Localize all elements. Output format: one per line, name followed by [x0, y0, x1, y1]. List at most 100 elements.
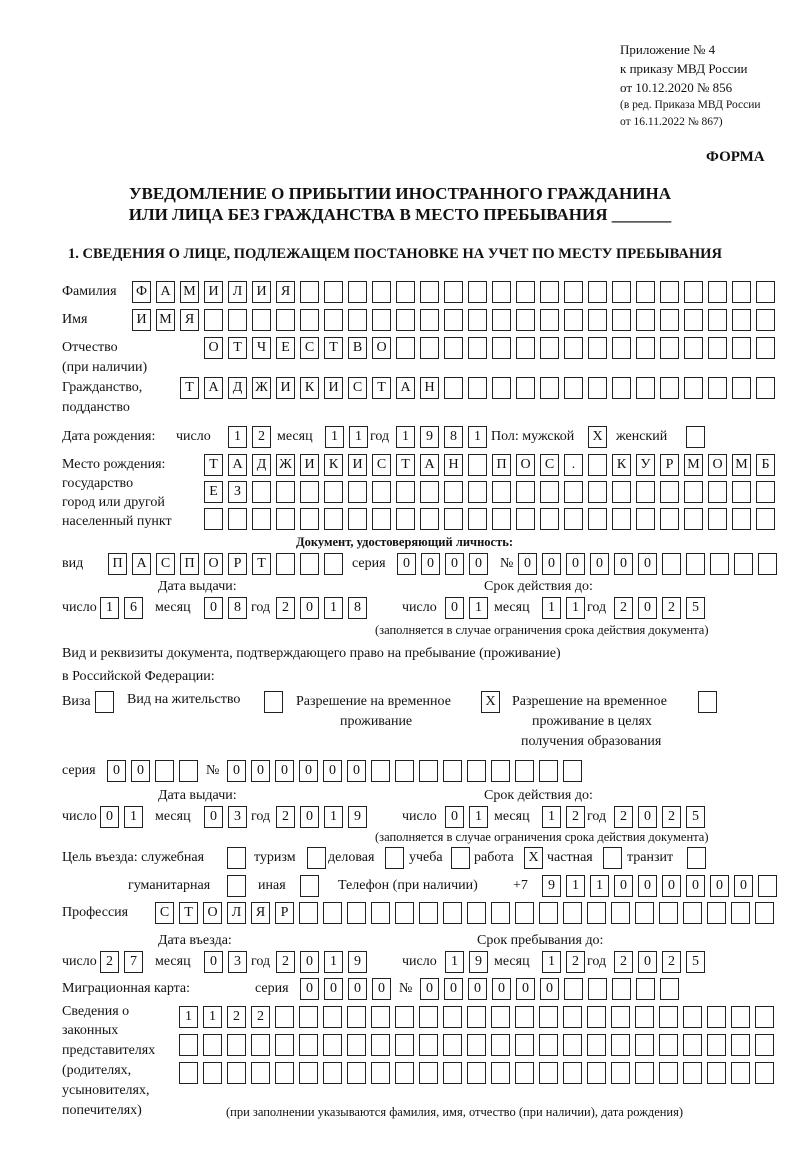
char-cell[interactable]: Т	[179, 902, 198, 924]
char-cell[interactable]	[636, 481, 655, 503]
char-cell[interactable]	[686, 553, 705, 575]
char-cell[interactable]: 1	[469, 806, 488, 828]
checkbox[interactable]: X	[588, 426, 607, 448]
char-cell[interactable]	[300, 281, 319, 303]
char-cell[interactable]: 0	[300, 951, 319, 973]
char-cell[interactable]: 0	[300, 806, 319, 828]
char-cell[interactable]	[659, 1034, 678, 1056]
char-cell[interactable]	[660, 281, 679, 303]
char-cell[interactable]: Б	[756, 454, 775, 476]
char-cell[interactable]	[756, 377, 775, 399]
char-cell[interactable]	[299, 1062, 318, 1084]
char-cell[interactable]: З	[228, 481, 247, 503]
char-cell[interactable]: 7	[124, 951, 143, 973]
char-cell[interactable]: 2	[276, 951, 295, 973]
char-cell[interactable]	[204, 309, 223, 331]
char-cell[interactable]	[396, 281, 415, 303]
char-cell[interactable]: 1	[349, 426, 368, 448]
char-cell[interactable]	[468, 337, 487, 359]
char-cell[interactable]	[419, 760, 438, 782]
char-cell[interactable]: 0	[638, 875, 657, 897]
char-cell[interactable]: Е	[204, 481, 223, 503]
char-cell[interactable]: 1	[124, 806, 143, 828]
char-cell[interactable]: О	[708, 454, 727, 476]
char-cell[interactable]: 0	[204, 806, 223, 828]
char-cell[interactable]	[540, 481, 559, 503]
char-cell[interactable]	[660, 377, 679, 399]
char-cell[interactable]	[734, 553, 753, 575]
char-cell[interactable]	[420, 309, 439, 331]
char-cell[interactable]	[659, 1006, 678, 1028]
char-cell[interactable]: В	[348, 337, 367, 359]
char-cell[interactable]	[588, 309, 607, 331]
char-cell[interactable]	[468, 377, 487, 399]
char-cell[interactable]	[443, 760, 462, 782]
char-cell[interactable]	[444, 281, 463, 303]
char-cell[interactable]: 0	[445, 553, 464, 575]
char-cell[interactable]: 0	[734, 875, 753, 897]
char-cell[interactable]: С	[155, 902, 174, 924]
char-cell[interactable]: 1	[179, 1006, 198, 1028]
char-cell[interactable]	[612, 309, 631, 331]
char-cell[interactable]	[758, 553, 777, 575]
char-cell[interactable]: 0	[372, 978, 391, 1000]
char-cell[interactable]: Ж	[276, 454, 295, 476]
char-cell[interactable]	[708, 337, 727, 359]
char-cell[interactable]	[372, 508, 391, 530]
checkbox[interactable]	[307, 847, 326, 869]
char-cell[interactable]	[228, 309, 247, 331]
char-cell[interactable]: 0	[397, 553, 416, 575]
char-cell[interactable]: 1	[468, 426, 487, 448]
char-cell[interactable]: П	[492, 454, 511, 476]
char-cell[interactable]: И	[132, 309, 151, 331]
char-cell[interactable]	[443, 1006, 462, 1028]
char-cell[interactable]: Л	[228, 281, 247, 303]
char-cell[interactable]	[564, 978, 583, 1000]
char-cell[interactable]	[467, 760, 486, 782]
char-cell[interactable]	[563, 1034, 582, 1056]
char-cell[interactable]: 1	[396, 426, 415, 448]
char-cell[interactable]	[348, 481, 367, 503]
char-cell[interactable]	[756, 481, 775, 503]
char-cell[interactable]	[708, 281, 727, 303]
char-cell[interactable]: 9	[348, 806, 367, 828]
char-cell[interactable]: 1	[100, 597, 119, 619]
char-cell[interactable]	[276, 508, 295, 530]
char-cell[interactable]	[708, 508, 727, 530]
char-cell[interactable]	[732, 337, 751, 359]
char-cell[interactable]	[300, 553, 319, 575]
char-cell[interactable]	[539, 1034, 558, 1056]
char-cell[interactable]: Т	[204, 454, 223, 476]
char-cell[interactable]	[708, 377, 727, 399]
char-cell[interactable]	[299, 1006, 318, 1028]
char-cell[interactable]	[468, 281, 487, 303]
char-cell[interactable]: И	[324, 377, 343, 399]
char-cell[interactable]: 1	[566, 875, 585, 897]
char-cell[interactable]	[732, 309, 751, 331]
char-cell[interactable]	[684, 508, 703, 530]
char-cell[interactable]: 0	[100, 806, 119, 828]
char-cell[interactable]: Т	[252, 553, 271, 575]
char-cell[interactable]: 0	[300, 978, 319, 1000]
char-cell[interactable]	[492, 337, 511, 359]
char-cell[interactable]	[300, 481, 319, 503]
char-cell[interactable]	[179, 760, 198, 782]
char-cell[interactable]	[420, 508, 439, 530]
char-cell[interactable]: 0	[300, 597, 319, 619]
char-cell[interactable]: 8	[444, 426, 463, 448]
char-cell[interactable]	[371, 760, 390, 782]
char-cell[interactable]	[347, 1034, 366, 1056]
char-cell[interactable]	[227, 1034, 246, 1056]
char-cell[interactable]	[155, 760, 174, 782]
char-cell[interactable]	[371, 1006, 390, 1028]
char-cell[interactable]: К	[300, 377, 319, 399]
char-cell[interactable]	[563, 1006, 582, 1028]
char-cell[interactable]	[710, 553, 729, 575]
char-cell[interactable]: К	[612, 454, 631, 476]
char-cell[interactable]	[491, 1034, 510, 1056]
char-cell[interactable]: И	[204, 281, 223, 303]
char-cell[interactable]: 3	[228, 951, 247, 973]
char-cell[interactable]: 0	[227, 760, 246, 782]
char-cell[interactable]: Т	[228, 337, 247, 359]
char-cell[interactable]	[684, 481, 703, 503]
